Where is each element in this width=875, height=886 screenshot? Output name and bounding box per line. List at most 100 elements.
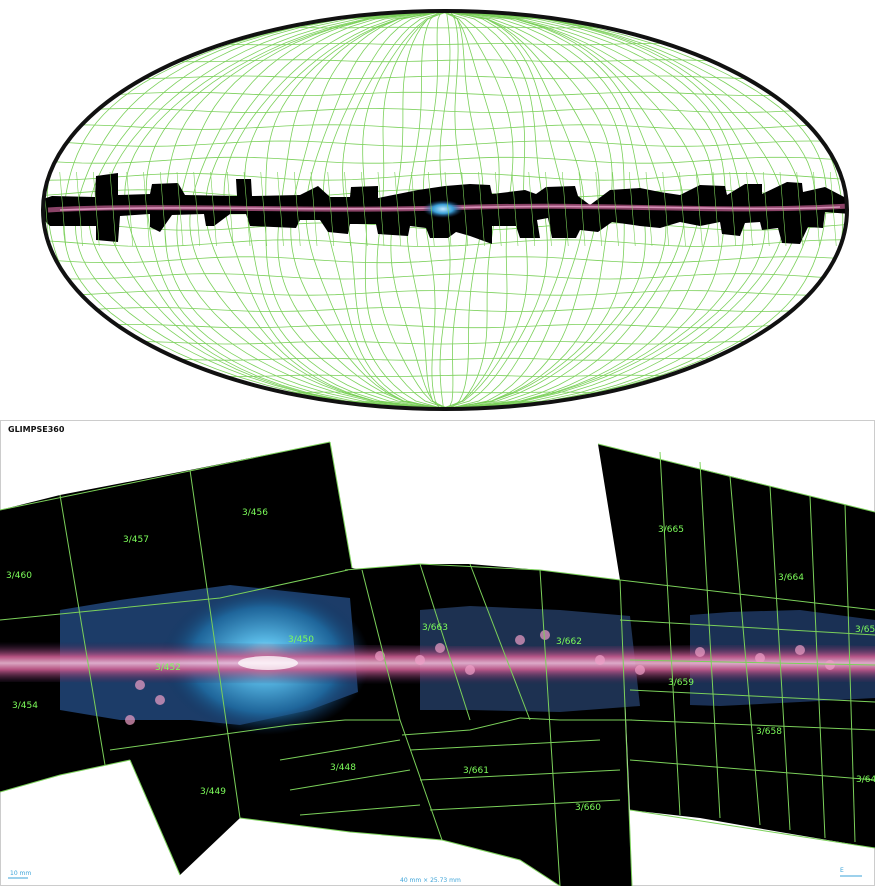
- tile-label-3-658: 3/658: [756, 727, 782, 737]
- grid-latitude-line: [222, 43, 668, 46]
- tile-grid-line: [629, 809, 875, 849]
- tile-label-3-450: 3/450: [288, 635, 314, 645]
- tile-grid: [0, 441, 875, 886]
- grid-band-line: [829, 171, 837, 247]
- grid-band-line: [645, 171, 653, 247]
- tile-grid-line: [129, 759, 181, 876]
- grid-band-line: [494, 171, 502, 247]
- grid-band-line: [260, 171, 268, 247]
- tile-label-3-64-partial: 3/64: [856, 775, 875, 785]
- grid-band-line: [561, 171, 569, 247]
- tile-label-3-457: 3/457: [123, 535, 149, 545]
- fov-label: 40 mm × 25.73 mm: [400, 877, 461, 884]
- tile-grid-line: [629, 659, 875, 666]
- orientation-label: E: [840, 867, 844, 874]
- star-forming-clump: [155, 695, 165, 705]
- grid-band-line: [628, 171, 636, 247]
- grid-band-line: [394, 171, 402, 247]
- tile-grid-line: [189, 469, 241, 819]
- tile-grid-line: [59, 494, 106, 766]
- grid-band-line: [461, 171, 469, 247]
- grid-band-line: [612, 171, 619, 247]
- grid-band-line: [411, 171, 418, 247]
- tile-label-3-454: 3/454: [12, 701, 38, 711]
- tile-label-3-452: 3/452: [155, 663, 181, 673]
- grid-latitude-line: [145, 340, 745, 345]
- grid-band-line: [595, 171, 603, 247]
- tile-labels: 3/457 3/456 3/460 3/452 3/450 3/454 3/44…: [6, 508, 875, 813]
- star-forming-clump: [125, 715, 135, 725]
- scale-label: 10 mm: [10, 870, 31, 877]
- star-forming-clump: [755, 653, 765, 663]
- grid-band-line: [159, 171, 167, 247]
- tile-grid-line: [619, 579, 875, 611]
- grid-latitude-line: [55, 256, 835, 264]
- grid-latitude-line: [55, 156, 835, 164]
- tile-grid-line: [619, 579, 633, 886]
- grid-band-line: [327, 171, 335, 247]
- tile-grid-line: [344, 563, 621, 581]
- grid-band-line: [695, 171, 703, 247]
- grid-band-line: [59, 171, 67, 247]
- tile-grid-line: [0, 441, 331, 511]
- tile-label-3-663: 3/663: [422, 623, 448, 633]
- tile-label-3-448: 3/448: [330, 763, 356, 773]
- tile-grid-line: [0, 759, 131, 793]
- grid-band-line: [109, 171, 117, 247]
- tile-grid-line: [299, 804, 421, 816]
- grid-band-line: [210, 171, 217, 247]
- tile-label-3-661: 3/661: [463, 766, 489, 776]
- tile-grid-line: [519, 717, 632, 721]
- grid-latitude-line: [96, 108, 794, 113]
- grid-band-line: [243, 171, 251, 247]
- tile-label-3-664: 3/664: [778, 573, 804, 583]
- grid-band-line: [427, 171, 435, 247]
- galactic-center-core: [238, 656, 298, 670]
- grid-latitude-line: [79, 124, 811, 130]
- tile-grid-line: [329, 441, 353, 569]
- tile-grid-line: [629, 689, 875, 703]
- grid-latitude-line: [118, 323, 772, 329]
- tile-label-3-456: 3/456: [242, 508, 268, 518]
- tile-label-3-65-partial: 3/65: [855, 625, 875, 635]
- grid-band-line: [193, 171, 201, 247]
- tile-grid-line: [539, 569, 561, 886]
- tile-grid-line: [597, 443, 875, 513]
- grid-band-line: [176, 171, 184, 247]
- grid-band-line: [746, 171, 753, 247]
- tile-grid-line: [629, 719, 875, 731]
- grid-band-line: [712, 171, 720, 247]
- grid-band-line: [226, 171, 234, 247]
- tile-grid-line: [469, 563, 531, 721]
- tile-grid-line: [361, 569, 401, 721]
- tile-grid-line: [401, 717, 521, 736]
- tile-grid-line: [699, 461, 721, 819]
- grid-band-line: [796, 171, 804, 247]
- grid-band-line: [729, 171, 737, 247]
- star-forming-clump: [795, 645, 805, 655]
- star-forming-regions: [125, 630, 835, 725]
- grid-latitude-line: [96, 307, 794, 312]
- grid-band-line: [143, 171, 150, 247]
- grid-band-line: [813, 171, 820, 247]
- milky-way-band: [0, 641, 875, 685]
- grid-latitude-line: [65, 273, 825, 280]
- tile-grid-line: [844, 503, 856, 843]
- star-forming-clump: [375, 651, 385, 661]
- star-forming-clump: [635, 665, 645, 675]
- grid-band-line: [293, 171, 301, 247]
- grid-latitude-line: [179, 357, 711, 361]
- star-forming-clump: [415, 655, 425, 665]
- star-forming-clump: [135, 680, 145, 690]
- grid-band-line: [578, 171, 586, 247]
- coverage-tiles: [0, 442, 875, 886]
- tile-grid-line: [419, 769, 621, 781]
- tile-grid-line: [809, 495, 826, 839]
- star-forming-clump: [435, 643, 445, 653]
- tile-grid-line: [409, 739, 601, 751]
- grid-band-line: [444, 171, 452, 247]
- tile-label-3-660: 3/660: [575, 803, 601, 813]
- star-forming-clump: [595, 655, 605, 665]
- grid-latitude-line: [65, 140, 825, 147]
- grid-band-line: [360, 171, 368, 247]
